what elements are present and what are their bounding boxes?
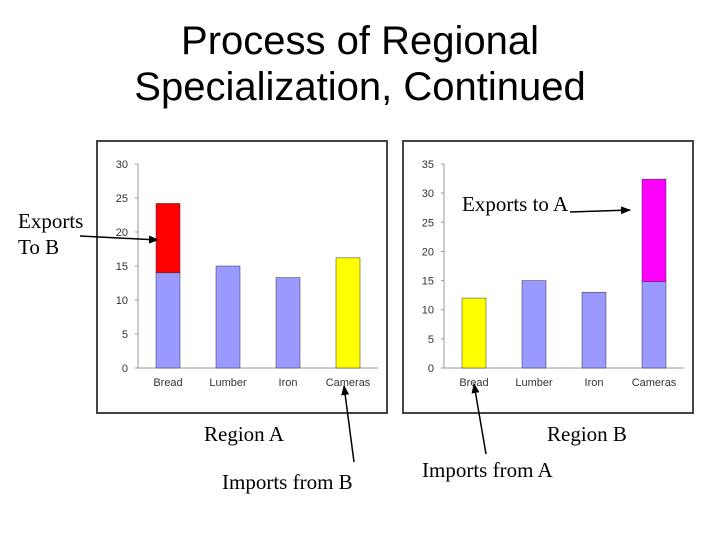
y-tick-label: 35 xyxy=(422,159,434,171)
title-line-1: Process of Regional xyxy=(181,19,539,63)
y-tick-label: 0 xyxy=(428,363,434,375)
y-tick-label: 25 xyxy=(116,193,128,205)
bar-bread-export xyxy=(155,203,181,274)
region-a-chart: 0 5 10 15 20 25 30 Bread Lumber Iron Cameras xyxy=(96,140,388,414)
x-tick-label: Lumber xyxy=(515,377,553,389)
y-tick-label: 20 xyxy=(422,246,434,258)
y-tick-label: 0 xyxy=(122,363,128,375)
bar-cameras xyxy=(641,281,667,369)
x-tick-label: Iron xyxy=(279,377,298,389)
y-tick-label: 15 xyxy=(422,276,434,288)
exports-to-a-label: Exports to A xyxy=(462,192,569,216)
y-tick-label: 25 xyxy=(422,217,434,229)
x-tick-label: Iron xyxy=(585,377,604,389)
y-tick-label: 10 xyxy=(116,295,128,307)
imports-from-a-label: Imports from A xyxy=(422,458,553,482)
bar-cameras-export xyxy=(641,178,667,282)
x-tick-label: Cameras xyxy=(326,377,371,389)
region-a-label: Region A xyxy=(204,422,284,446)
y-tick-label: 30 xyxy=(116,159,128,171)
region-b-label: Region B xyxy=(547,422,627,446)
y-tick-label: 5 xyxy=(122,329,128,341)
y-tick-label: 15 xyxy=(116,261,128,273)
x-tick-label: Cameras xyxy=(632,377,677,389)
region-b-chart: 0 5 10 15 20 25 30 35 Bread Lumber Iron Cameras xyxy=(402,140,694,414)
y-tick-label: 10 xyxy=(422,305,434,317)
imports-from-b-label: Imports from B xyxy=(222,470,353,494)
slide-title: Process of Regional Specialization, Cont… xyxy=(0,18,720,110)
x-tick-label: Bread xyxy=(459,377,488,389)
y-tick-label: 30 xyxy=(422,188,434,200)
y-tick-label: 5 xyxy=(428,334,434,346)
exports-to-b-label: Exports To B xyxy=(18,208,83,260)
bar-cameras xyxy=(335,257,361,369)
exports-to-b-line-1: Exports xyxy=(18,209,84,233)
x-tick-label: Lumber xyxy=(209,377,247,389)
exports-to-b-line-2: To B xyxy=(18,235,60,259)
bar-iron xyxy=(581,291,607,369)
bar-lumber xyxy=(521,280,547,369)
bar-lumber xyxy=(215,265,241,369)
bar-bread xyxy=(461,297,487,369)
title-line-2: Specialization, Continued xyxy=(134,65,586,109)
y-tick-label: 20 xyxy=(116,227,128,239)
x-tick-label: Bread xyxy=(153,377,182,389)
bar-bread xyxy=(155,272,181,369)
bar-iron xyxy=(275,277,301,369)
